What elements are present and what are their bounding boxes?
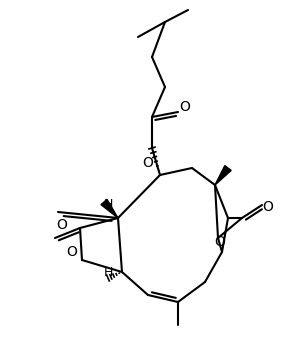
Text: O: O <box>142 156 153 170</box>
Polygon shape <box>215 165 231 185</box>
Polygon shape <box>101 199 118 218</box>
Text: O: O <box>180 100 190 114</box>
Text: O: O <box>57 218 67 232</box>
Text: H: H <box>103 265 113 278</box>
Text: O: O <box>67 245 78 259</box>
Text: O: O <box>263 200 273 214</box>
Text: H: H <box>103 198 113 211</box>
Text: O: O <box>214 235 225 249</box>
